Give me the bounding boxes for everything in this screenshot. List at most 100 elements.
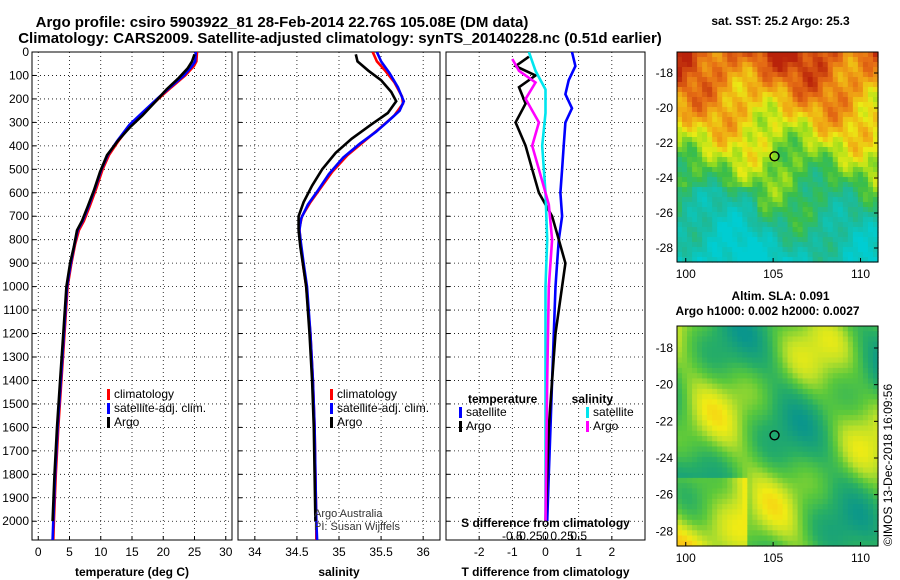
map-cell — [747, 383, 753, 390]
map-cell — [777, 446, 784, 453]
map-cell — [742, 394, 748, 400]
map-cell — [832, 540, 839, 547]
map-cell — [692, 462, 698, 469]
map-cell — [862, 242, 869, 248]
map-cell — [847, 212, 854, 218]
map-cell — [717, 357, 723, 364]
map-cell — [682, 472, 688, 479]
map-cell — [812, 107, 819, 113]
map-cell — [852, 535, 859, 542]
map-cell — [782, 157, 789, 163]
map-cell — [687, 425, 693, 432]
map-cell — [862, 326, 869, 332]
map-cell — [717, 378, 723, 385]
map-cell — [797, 247, 804, 253]
map-cell — [677, 77, 683, 83]
map-cell — [822, 509, 829, 516]
map-cell — [757, 404, 764, 411]
map-cell — [692, 367, 698, 374]
map-cell — [737, 420, 743, 427]
map-cell — [677, 493, 683, 500]
map-cell — [862, 509, 869, 516]
map-cell — [842, 420, 849, 427]
map-cell — [737, 472, 743, 479]
map-cell — [792, 441, 799, 448]
map-cell — [767, 192, 774, 198]
map-cell — [857, 197, 864, 203]
map-cell — [702, 232, 708, 238]
map-cell — [682, 227, 688, 233]
map-cell — [822, 147, 829, 153]
map-cell — [787, 530, 794, 537]
map-cell — [682, 62, 688, 68]
map-cell — [832, 197, 839, 203]
map-cell — [852, 182, 859, 188]
map-cell — [832, 341, 839, 348]
map-cell — [732, 493, 738, 500]
map-cell — [872, 57, 879, 63]
map-cell — [772, 87, 779, 93]
map-cell — [777, 102, 784, 108]
map-cell — [857, 430, 864, 437]
map-cell — [707, 222, 713, 228]
map-cell — [802, 425, 809, 432]
map-cell — [727, 525, 733, 531]
map-cell — [822, 415, 829, 421]
map-cell — [847, 346, 854, 353]
map-cell — [812, 483, 819, 489]
map-cell — [742, 514, 748, 521]
map-cell — [782, 456, 789, 463]
map-cell — [732, 72, 738, 78]
map-cell — [767, 352, 774, 359]
map-cell — [757, 177, 764, 183]
map-cell — [797, 388, 804, 395]
map-cell — [792, 346, 799, 353]
map-cell — [857, 252, 864, 258]
map-cell — [702, 383, 708, 390]
s-difference-axis-label: S difference from climatology — [461, 516, 630, 530]
map-cell — [762, 177, 769, 183]
map-cell — [847, 362, 854, 369]
map-cell — [707, 415, 713, 421]
map-cell — [687, 247, 693, 253]
map-cell — [782, 352, 789, 359]
map-cell — [762, 456, 769, 463]
map-cell — [712, 535, 718, 542]
map-cell — [772, 137, 779, 143]
map-cell — [772, 441, 779, 448]
map-cell — [707, 477, 713, 484]
map-cell — [872, 62, 879, 68]
map-y-tick-label: -20 — [656, 378, 674, 392]
map-cell — [862, 436, 869, 442]
map-cell — [722, 472, 728, 479]
map-cell — [737, 112, 743, 118]
map-cell — [817, 530, 824, 537]
map-cell — [802, 182, 809, 188]
map-cell — [702, 102, 708, 108]
map-cell — [702, 147, 708, 153]
map-cell — [807, 72, 814, 78]
map-cell — [817, 352, 824, 359]
map-cell — [677, 446, 683, 453]
map-cell — [707, 498, 713, 505]
map-cell — [692, 117, 698, 123]
map-cell — [762, 117, 769, 123]
map-cell — [802, 247, 809, 253]
map-cell — [677, 488, 683, 495]
map-cell — [832, 137, 839, 143]
map-cell — [867, 425, 874, 432]
map-cell — [777, 247, 784, 253]
map-cell — [842, 404, 849, 411]
map-cell — [707, 257, 713, 263]
map-cell — [707, 509, 713, 516]
map-cell — [867, 77, 874, 83]
map-cell — [687, 341, 693, 348]
map-cell — [827, 436, 834, 442]
map-cell — [777, 399, 784, 406]
map-cell — [817, 430, 824, 437]
map-cell — [712, 409, 718, 416]
map-cell — [697, 92, 703, 98]
map-cell — [842, 425, 849, 432]
map-cell — [822, 172, 829, 178]
map-cell — [702, 142, 708, 148]
